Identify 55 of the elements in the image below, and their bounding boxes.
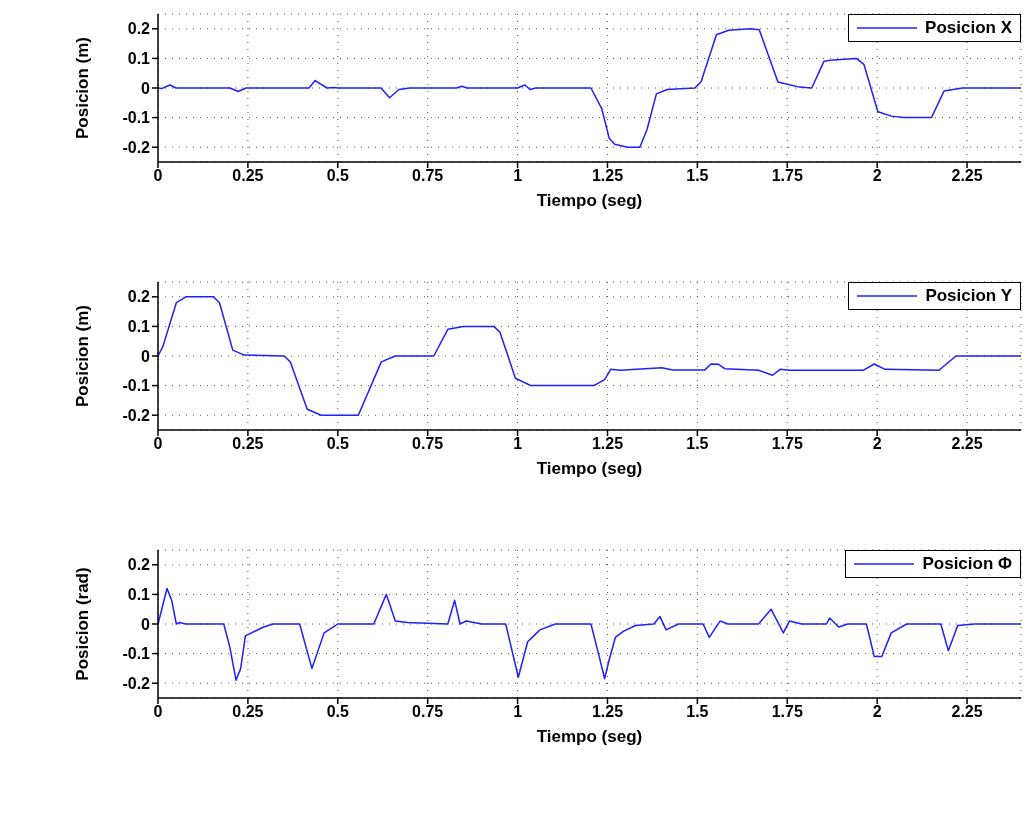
y-tick-label: 0.1 bbox=[127, 318, 151, 336]
x-tick-label: 2.25 bbox=[951, 435, 983, 453]
y-tick-label: 0 bbox=[141, 615, 151, 633]
x-tick-label: 2.25 bbox=[951, 167, 983, 185]
x-tick-label: 0.5 bbox=[326, 167, 350, 185]
y-tick-label: -0.2 bbox=[122, 674, 151, 692]
y-tick-label: -0.2 bbox=[122, 406, 151, 424]
x-tick-label: 0 bbox=[153, 435, 163, 453]
y-tick-label: -0.1 bbox=[122, 109, 151, 127]
x-tick-label: 1.5 bbox=[686, 703, 709, 721]
x-tick-label: 0.75 bbox=[412, 703, 444, 721]
x-axis-title: Tiempo (seg) bbox=[536, 459, 643, 478]
x-tick-label: 1 bbox=[513, 435, 523, 453]
x-tick-label: 1 bbox=[513, 167, 523, 185]
x-tick-label: 0.25 bbox=[232, 167, 264, 185]
x-tick-label: 2 bbox=[872, 167, 882, 185]
y-axis-title: Posicion (rad) bbox=[73, 567, 93, 681]
x-tick-label: 0.5 bbox=[326, 435, 350, 453]
x-axis-title: Tiempo (seg) bbox=[536, 191, 643, 210]
x-tick-label: 1.25 bbox=[591, 167, 624, 185]
y-tick-label: 0.1 bbox=[127, 586, 151, 604]
x-tick-label: 0 bbox=[153, 703, 163, 721]
y-tick-label: 0.1 bbox=[127, 50, 151, 68]
y-tick-label: -0.2 bbox=[122, 138, 151, 156]
x-tick-label: 0.5 bbox=[326, 703, 350, 721]
x-tick-label: 1.25 bbox=[591, 435, 624, 453]
x-tick-label: 1.75 bbox=[771, 703, 803, 721]
x-tick-label: 0.25 bbox=[232, 435, 264, 453]
legend-label: Posicion X bbox=[925, 18, 1012, 38]
y-tick-label: 0.2 bbox=[127, 288, 151, 306]
x-tick-label: 0.25 bbox=[232, 703, 264, 721]
y-axis-title: Posicion (m) bbox=[73, 36, 93, 140]
x-tick-label: 0.75 bbox=[412, 435, 444, 453]
x-tick-label: 0 bbox=[153, 167, 163, 185]
y-tick-label: 0 bbox=[141, 79, 151, 97]
x-tick-label: 1 bbox=[513, 703, 523, 721]
y-axis-title: Posicion (m) bbox=[73, 304, 93, 408]
x-tick-label: 0.75 bbox=[412, 167, 444, 185]
x-axis-title: Tiempo (seg) bbox=[536, 727, 643, 746]
x-tick-label: 1.25 bbox=[591, 703, 624, 721]
x-tick-label: 2.25 bbox=[951, 703, 983, 721]
x-tick-label: 1.75 bbox=[771, 435, 803, 453]
line-series bbox=[158, 587, 1021, 681]
y-tick-label: 0.2 bbox=[127, 556, 151, 574]
y-tick-label: -0.1 bbox=[122, 645, 151, 663]
x-tick-label: 2 bbox=[872, 435, 882, 453]
y-tick-label: 0 bbox=[141, 347, 151, 365]
y-tick-label: -0.1 bbox=[122, 377, 151, 395]
legend-label: Posicion Y bbox=[925, 286, 1012, 306]
legend-label: Posicion Φ bbox=[922, 554, 1012, 574]
y-tick-label: 0.2 bbox=[127, 20, 151, 38]
x-tick-label: 1.75 bbox=[771, 167, 803, 185]
x-tick-label: 1.5 bbox=[686, 167, 709, 185]
x-tick-label: 1.5 bbox=[686, 435, 709, 453]
x-tick-label: 2 bbox=[872, 703, 882, 721]
